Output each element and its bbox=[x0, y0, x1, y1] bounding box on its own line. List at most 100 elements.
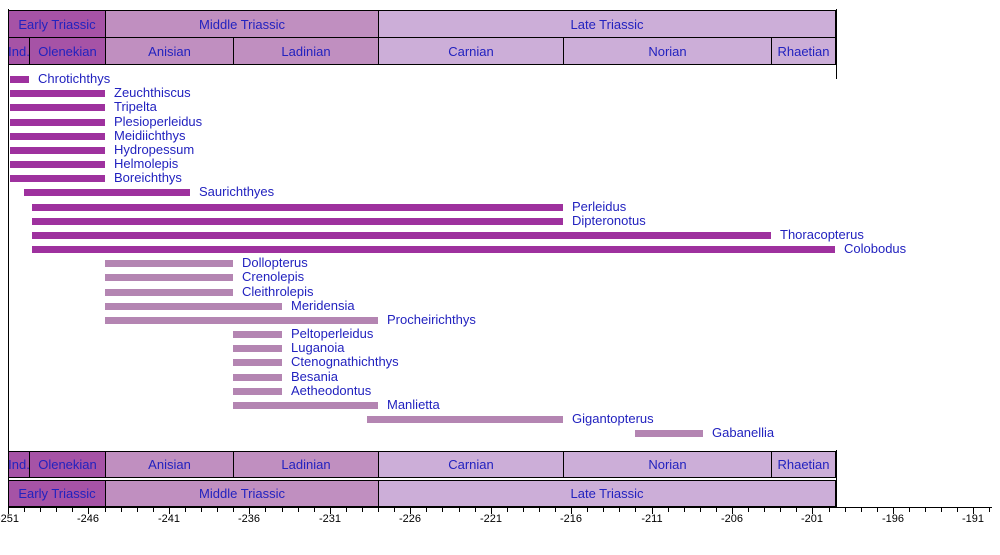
axis-major-tick bbox=[410, 508, 411, 514]
taxon-range-bar bbox=[32, 218, 563, 225]
axis-major-tick bbox=[812, 508, 813, 514]
axis-tick-label: -236 bbox=[237, 513, 261, 525]
stage-label: Olenekian bbox=[38, 457, 97, 472]
epoch-cell: Middle Triassic bbox=[105, 10, 379, 38]
axis-tick-label: -231 bbox=[318, 513, 342, 525]
epoch-label: Early Triassic bbox=[18, 486, 96, 501]
stage-cell: Norian bbox=[563, 37, 772, 65]
taxon-range-bar bbox=[367, 416, 563, 423]
taxon-range-bar bbox=[635, 430, 703, 437]
axis-minor-tick bbox=[716, 508, 717, 512]
axis-minor-tick bbox=[378, 508, 379, 512]
taxon-range-bar bbox=[105, 317, 378, 324]
axis-minor-tick bbox=[233, 508, 234, 512]
stage-cell: Ladinian bbox=[233, 37, 379, 65]
taxon-label: Manlietta bbox=[387, 397, 440, 412]
taxon-range-bar bbox=[10, 76, 29, 83]
axis-minor-tick bbox=[40, 508, 41, 512]
axis-tick-label: -216 bbox=[559, 513, 583, 525]
axis-minor-tick bbox=[764, 508, 765, 512]
taxon-label: Ctenognathichthys bbox=[291, 354, 399, 369]
taxon-label: Luganoia bbox=[291, 340, 345, 355]
axis-minor-tick bbox=[845, 508, 846, 512]
axis-minor-tick bbox=[201, 508, 202, 512]
axis-minor-tick bbox=[861, 508, 862, 512]
taxon-label: Meridensia bbox=[291, 298, 355, 313]
axis-major-tick bbox=[169, 508, 170, 514]
axis-minor-tick bbox=[507, 508, 508, 512]
taxon-range-bar bbox=[105, 274, 233, 281]
axis-minor-tick bbox=[121, 508, 122, 512]
taxon-label: Besania bbox=[291, 369, 338, 384]
axis-major-tick bbox=[88, 508, 89, 514]
taxon-range-bar bbox=[10, 147, 105, 154]
epoch-cell: Late Triassic bbox=[378, 10, 836, 38]
right-axis-spine-top bbox=[836, 9, 837, 79]
axis-major-tick bbox=[330, 508, 331, 514]
taxon-label: Thoracopterus bbox=[780, 227, 864, 242]
axis-minor-tick bbox=[105, 508, 106, 512]
axis-major-tick bbox=[973, 508, 974, 514]
epoch-label: Middle Triassic bbox=[199, 16, 285, 32]
axis-tick-label: -196 bbox=[881, 513, 905, 525]
taxon-label: Crenolepis bbox=[242, 269, 305, 284]
epoch-label: Late Triassic bbox=[570, 486, 644, 501]
taxon-range-bar bbox=[233, 374, 282, 381]
taxon-label: Procheirichthys bbox=[387, 312, 476, 327]
epoch-label: Middle Triassic bbox=[199, 486, 285, 501]
taxon-label: Dollopterus bbox=[242, 255, 308, 270]
axis-minor-tick bbox=[925, 508, 926, 512]
epoch-cell: Early Triassic bbox=[8, 480, 106, 507]
taxon-label: Chrotichthys bbox=[38, 71, 111, 86]
taxon-label: Colobodus bbox=[844, 241, 907, 256]
axis-line bbox=[8, 507, 992, 508]
taxon-range-bar bbox=[10, 104, 105, 111]
taxon-label: Saurichthyes bbox=[199, 184, 275, 199]
axis-tick-label: -206 bbox=[720, 513, 744, 525]
epoch-label: Late Triassic bbox=[570, 16, 644, 32]
axis-minor-tick bbox=[877, 508, 878, 512]
axis-tick-label: -201 bbox=[800, 513, 824, 525]
axis-minor-tick bbox=[282, 508, 283, 512]
taxon-label: Aetheodontus bbox=[291, 383, 372, 398]
axis-major-tick bbox=[652, 508, 653, 514]
axis-tick-label: -211 bbox=[641, 513, 663, 525]
stage-cell: Norian bbox=[563, 451, 772, 478]
stage-label: Ind. bbox=[8, 43, 30, 59]
epoch-cell: Late Triassic bbox=[378, 480, 836, 507]
stage-cell: Ind. bbox=[8, 451, 30, 478]
axis-minor-tick bbox=[684, 508, 685, 512]
epoch-label: Early Triassic bbox=[18, 16, 96, 32]
axis-minor-tick bbox=[555, 508, 556, 512]
axis-minor-tick bbox=[619, 508, 620, 512]
stage-label: Carnian bbox=[448, 43, 494, 59]
stage-cell: Ladinian bbox=[233, 451, 379, 478]
axis-major-tick bbox=[249, 508, 250, 514]
axis-tick-label: -251 bbox=[0, 513, 20, 525]
taxon-range-bar bbox=[233, 388, 282, 395]
axis-minor-tick bbox=[442, 508, 443, 512]
taxon-label: Meidiichthys bbox=[114, 128, 186, 143]
stage-cell: Anisian bbox=[105, 451, 234, 478]
axis-tick-label: -241 bbox=[157, 513, 181, 525]
axis-tick-label: -191 bbox=[961, 513, 985, 525]
taxon-range-bar bbox=[233, 402, 378, 409]
axis-minor-tick bbox=[346, 508, 347, 512]
taxon-label: Zeuchthiscus bbox=[114, 85, 191, 100]
axis-minor-tick bbox=[539, 508, 540, 512]
taxon-label: Peltoperleidus bbox=[291, 326, 374, 341]
axis-minor-tick bbox=[941, 508, 942, 512]
taxon-label: Boreichthys bbox=[114, 170, 182, 185]
axis-major-tick bbox=[491, 508, 492, 514]
taxon-range-bar bbox=[233, 359, 282, 366]
stage-label: Norian bbox=[648, 43, 687, 59]
taxon-range-bar bbox=[105, 303, 282, 310]
axis-minor-tick bbox=[700, 508, 701, 512]
taxon-label: Gigantopterus bbox=[572, 411, 654, 426]
axis-minor-tick bbox=[957, 508, 958, 512]
axis-minor-tick bbox=[24, 508, 25, 512]
axis-minor-tick bbox=[314, 508, 315, 512]
axis-minor-tick bbox=[603, 508, 604, 512]
taxon-range-bar bbox=[233, 331, 282, 338]
